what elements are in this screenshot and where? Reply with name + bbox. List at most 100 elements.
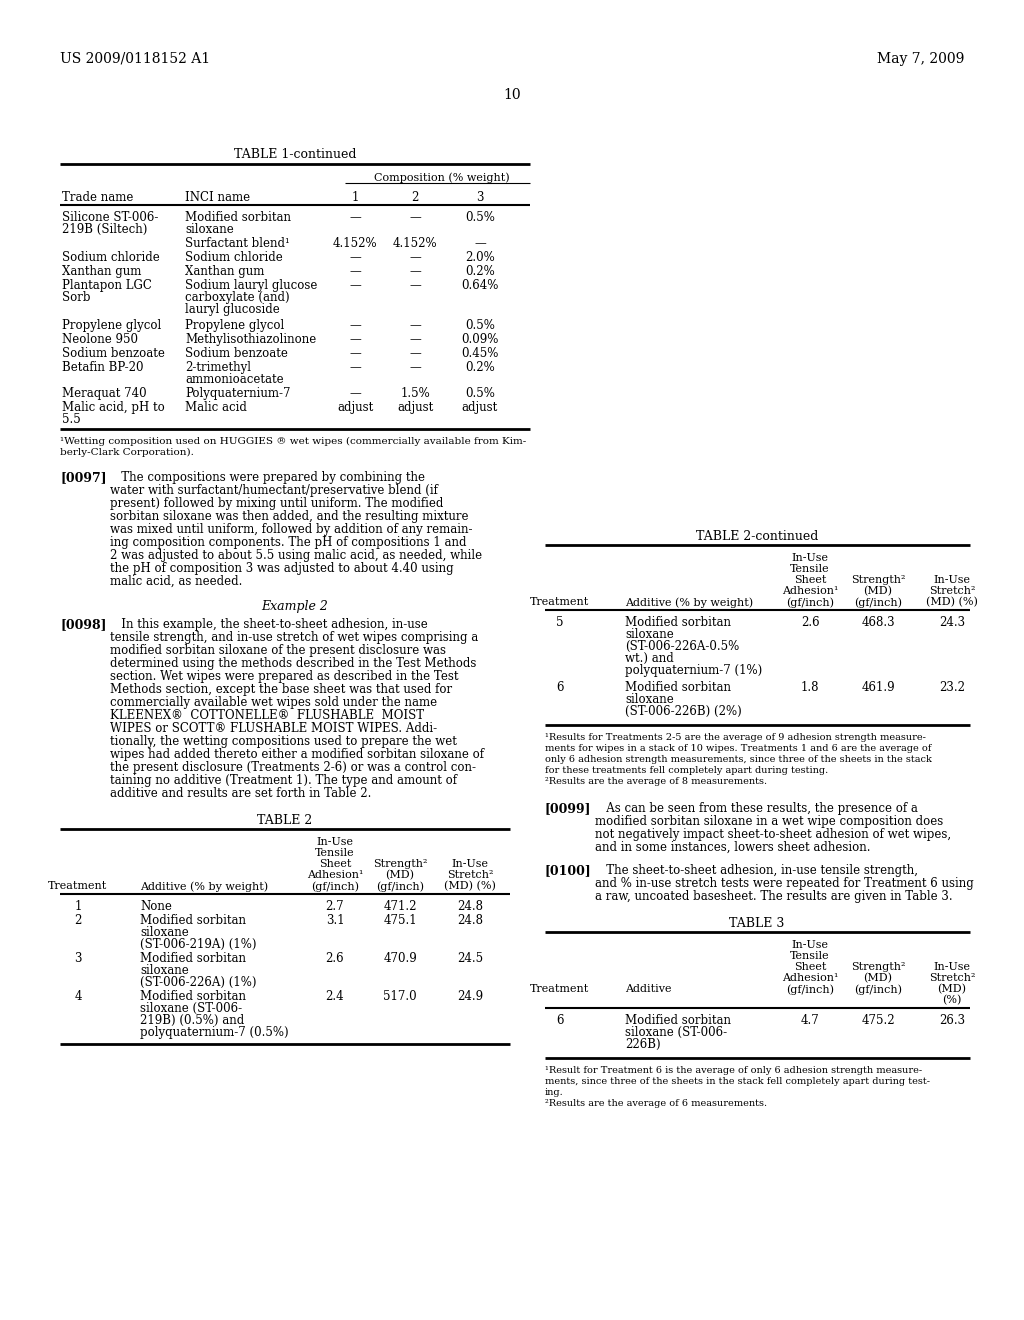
Text: As can be seen from these results, the presence of a: As can be seen from these results, the p… xyxy=(595,803,918,814)
Text: Sodium benzoate: Sodium benzoate xyxy=(185,347,288,360)
Text: tensile strength, and in-use stretch of wet wipes comprising a: tensile strength, and in-use stretch of … xyxy=(110,631,478,644)
Text: [0100]: [0100] xyxy=(545,865,592,876)
Text: siloxane: siloxane xyxy=(185,223,233,236)
Text: Strength²: Strength² xyxy=(373,859,427,869)
Text: polyquaternium-7 (1%): polyquaternium-7 (1%) xyxy=(625,664,762,677)
Text: Adhesion¹: Adhesion¹ xyxy=(781,586,839,597)
Text: Treatment: Treatment xyxy=(530,597,590,607)
Text: (MD): (MD) xyxy=(938,983,967,994)
Text: 5.5: 5.5 xyxy=(62,413,81,426)
Text: Treatment: Treatment xyxy=(530,983,590,994)
Text: 2.4: 2.4 xyxy=(326,990,344,1003)
Text: (gf/inch): (gf/inch) xyxy=(854,597,902,607)
Text: siloxane: siloxane xyxy=(625,628,674,642)
Text: 3.1: 3.1 xyxy=(326,913,344,927)
Text: Plantapon LGC: Plantapon LGC xyxy=(62,279,152,292)
Text: siloxane (ST-006-: siloxane (ST-006- xyxy=(625,1026,727,1039)
Text: Surfactant blend¹: Surfactant blend¹ xyxy=(185,238,290,249)
Text: 5: 5 xyxy=(556,616,564,630)
Text: Strength²: Strength² xyxy=(851,962,905,972)
Text: 0.5%: 0.5% xyxy=(465,319,495,333)
Text: lauryl glucoside: lauryl glucoside xyxy=(185,304,280,315)
Text: Additive: Additive xyxy=(625,983,672,994)
Text: 219B (Siltech): 219B (Siltech) xyxy=(62,223,147,236)
Text: Methods section, except the base sheet was that used for: Methods section, except the base sheet w… xyxy=(110,682,453,696)
Text: 4.152%: 4.152% xyxy=(392,238,437,249)
Text: WIPES or SCOTT® FLUSHABLE MOIST WIPES. Addi-: WIPES or SCOTT® FLUSHABLE MOIST WIPES. A… xyxy=(110,722,437,735)
Text: Sodium lauryl glucose: Sodium lauryl glucose xyxy=(185,279,317,292)
Text: Stretch²: Stretch² xyxy=(929,586,975,597)
Text: TABLE 2-continued: TABLE 2-continued xyxy=(696,531,818,543)
Text: Stretch²: Stretch² xyxy=(929,973,975,983)
Text: [0098]: [0098] xyxy=(60,618,106,631)
Text: Tensile: Tensile xyxy=(791,564,829,574)
Text: Additive (% by weight): Additive (% by weight) xyxy=(625,597,753,607)
Text: In-Use: In-Use xyxy=(934,576,971,585)
Text: In-Use: In-Use xyxy=(792,940,828,950)
Text: Sodium chloride: Sodium chloride xyxy=(185,251,283,264)
Text: Composition (% weight): Composition (% weight) xyxy=(374,172,510,182)
Text: Treatment: Treatment xyxy=(48,880,108,891)
Text: 0.5%: 0.5% xyxy=(465,387,495,400)
Text: 6: 6 xyxy=(556,681,564,694)
Text: Modified sorbitan: Modified sorbitan xyxy=(140,913,246,927)
Text: (%): (%) xyxy=(942,995,962,1006)
Text: —: — xyxy=(410,319,421,333)
Text: (ST-006-219A) (1%): (ST-006-219A) (1%) xyxy=(140,939,256,950)
Text: carboxylate (and): carboxylate (and) xyxy=(185,290,290,304)
Text: ing composition components. The pH of compositions 1 and: ing composition components. The pH of co… xyxy=(110,536,467,549)
Text: —: — xyxy=(410,333,421,346)
Text: modified sorbitan siloxane in a wet wipe composition does: modified sorbitan siloxane in a wet wipe… xyxy=(595,814,943,828)
Text: —: — xyxy=(474,238,485,249)
Text: —: — xyxy=(349,387,360,400)
Text: adjust: adjust xyxy=(337,401,373,414)
Text: Polyquaternium-7: Polyquaternium-7 xyxy=(185,387,291,400)
Text: for these treatments fell completely apart during testing.: for these treatments fell completely apa… xyxy=(545,766,828,775)
Text: —: — xyxy=(349,265,360,279)
Text: 0.2%: 0.2% xyxy=(465,265,495,279)
Text: 2: 2 xyxy=(75,913,82,927)
Text: (ST-006-226B) (2%): (ST-006-226B) (2%) xyxy=(625,705,741,718)
Text: 1: 1 xyxy=(75,900,82,913)
Text: taining no additive (Treatment 1). The type and amount of: taining no additive (Treatment 1). The t… xyxy=(110,774,457,787)
Text: 4: 4 xyxy=(75,990,82,1003)
Text: —: — xyxy=(410,211,421,224)
Text: Example 2: Example 2 xyxy=(261,601,329,612)
Text: (MD) (%): (MD) (%) xyxy=(444,880,496,891)
Text: Meraquat 740: Meraquat 740 xyxy=(62,387,146,400)
Text: Neolone 950: Neolone 950 xyxy=(62,333,138,346)
Text: 6: 6 xyxy=(556,1014,564,1027)
Text: Tensile: Tensile xyxy=(791,950,829,961)
Text: 2 was adjusted to about 5.5 using malic acid, as needed, while: 2 was adjusted to about 5.5 using malic … xyxy=(110,549,482,562)
Text: ments for wipes in a stack of 10 wipes. Treatments 1 and 6 are the average of: ments for wipes in a stack of 10 wipes. … xyxy=(545,744,932,752)
Text: —: — xyxy=(410,347,421,360)
Text: —: — xyxy=(410,360,421,374)
Text: In-Use: In-Use xyxy=(792,553,828,564)
Text: siloxane: siloxane xyxy=(140,964,188,977)
Text: 26.3: 26.3 xyxy=(939,1014,965,1027)
Text: ¹Result for Treatment 6 is the average of only 6 adhesion strength measure-: ¹Result for Treatment 6 is the average o… xyxy=(545,1067,923,1074)
Text: 1.5%: 1.5% xyxy=(400,387,430,400)
Text: ²Results are the average of 8 measurements.: ²Results are the average of 8 measuremen… xyxy=(545,777,767,785)
Text: 2-trimethyl: 2-trimethyl xyxy=(185,360,251,374)
Text: tionally, the wetting compositions used to prepare the wet: tionally, the wetting compositions used … xyxy=(110,735,457,748)
Text: the present disclosure (Treatments 2-6) or was a control con-: the present disclosure (Treatments 2-6) … xyxy=(110,762,476,774)
Text: not negatively impact sheet-to-sheet adhesion of wet wipes,: not negatively impact sheet-to-sheet adh… xyxy=(595,828,951,841)
Text: None: None xyxy=(140,900,172,913)
Text: 517.0: 517.0 xyxy=(383,990,417,1003)
Text: Modified sorbitan: Modified sorbitan xyxy=(625,1014,731,1027)
Text: wt.) and: wt.) and xyxy=(625,652,674,665)
Text: In this example, the sheet-to-sheet adhesion, in-use: In this example, the sheet-to-sheet adhe… xyxy=(110,618,428,631)
Text: In-Use: In-Use xyxy=(452,859,488,869)
Text: (MD): (MD) xyxy=(863,586,893,597)
Text: —: — xyxy=(349,347,360,360)
Text: determined using the methods described in the Test Methods: determined using the methods described i… xyxy=(110,657,476,671)
Text: Propylene glycol: Propylene glycol xyxy=(62,319,161,333)
Text: ¹Results for Treatments 2-5 are the average of 9 adhesion strength measure-: ¹Results for Treatments 2-5 are the aver… xyxy=(545,733,926,742)
Text: malic acid, as needed.: malic acid, as needed. xyxy=(110,576,243,587)
Text: Adhesion¹: Adhesion¹ xyxy=(781,973,839,983)
Text: 475.2: 475.2 xyxy=(861,1014,895,1027)
Text: (gf/inch): (gf/inch) xyxy=(786,597,834,607)
Text: and % in-use stretch tests were repeated for Treatment 6 using: and % in-use stretch tests were repeated… xyxy=(595,876,974,890)
Text: Additive (% by weight): Additive (% by weight) xyxy=(140,880,268,891)
